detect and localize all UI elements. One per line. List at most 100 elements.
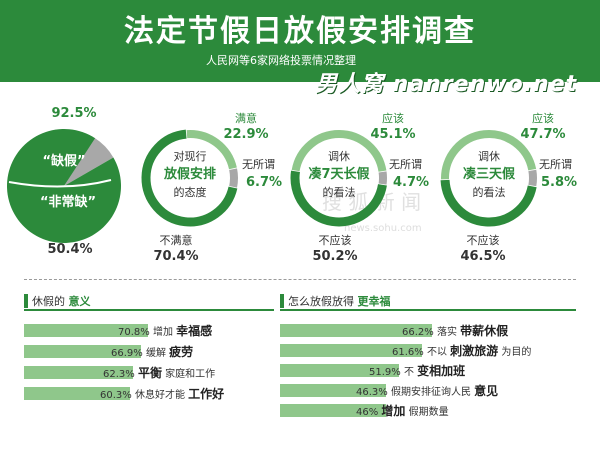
- pct-label-top: 92.5%: [51, 106, 96, 121]
- bar-value: 66.2%: [402, 327, 437, 338]
- bar: [24, 324, 148, 337]
- section-title-happier: 怎么放假放得 更幸福: [288, 293, 391, 309]
- page-title: 法定节假日放假安排调查: [124, 14, 476, 49]
- bar-row: 61.6% 不以 刺激旅游 为目的: [280, 342, 590, 360]
- label-satisfied: 满意: [235, 111, 257, 125]
- bar-label: 66.9% 缓解 疲劳: [111, 344, 193, 362]
- page-subtitle: 人民网等6家网络投票情况整理: [206, 54, 356, 67]
- label-dissatisfied: 不满意: [160, 233, 193, 247]
- bar-keyword: 幸福感: [176, 324, 213, 338]
- bar-value: 66.9%: [111, 348, 146, 359]
- label-should-not: 不应该: [467, 233, 500, 247]
- bar-label: 70.8% 增加 幸福感: [118, 323, 212, 341]
- bar-value: 51.9%: [369, 367, 404, 378]
- bar-row: 66.9% 缓解 疲劳: [24, 343, 284, 361]
- section-title-keyword: 更幸福: [357, 295, 391, 308]
- label-should: 应该: [532, 111, 554, 125]
- donut-slice-positive: [186, 130, 237, 170]
- pie-label-very-lack: “非常缺”: [40, 194, 96, 210]
- bar-text-pre: 假期安排征询人民: [390, 387, 475, 398]
- title-banner: [0, 0, 600, 82]
- bar-keyword: 意见: [474, 384, 499, 398]
- shortage-pie-chart: 92.5% “缺假” “非常缺” 50.4%: [7, 106, 122, 257]
- bar: [280, 324, 432, 337]
- donut-slice-negative: [290, 170, 387, 227]
- bar-value: 60.3%: [100, 390, 135, 401]
- pct-dissatisfied: 70.4%: [153, 249, 198, 264]
- bar-value: 61.6%: [392, 347, 427, 358]
- center-line-2: 凑三天假: [463, 166, 516, 182]
- bar-row: 60.3% 休息好才能 工作好: [24, 385, 284, 403]
- seven-day-donut-chart: 应该 45.1% 无所谓 4.7% 调休 凑7天长假 的看法 不应该 50.2%: [290, 111, 429, 264]
- center-line-2: 放假安排: [163, 166, 216, 182]
- donut-slice-positive: [441, 130, 537, 180]
- bar-text-pre: 增加: [152, 327, 177, 338]
- section-title-text: 怎么放假放得: [288, 295, 358, 308]
- label-indifferent: 无所谓: [389, 158, 422, 171]
- center-line-3: 的看法: [323, 185, 356, 199]
- happier-bar-chart: 66.2% 落实 带薪休假 61.6% 不以 刺激旅游 为目的 51.9% 不 变相…: [280, 322, 590, 422]
- bar-label: 66.2% 落实 带薪休假: [402, 323, 508, 341]
- section-title-meaning: 休假的 意义: [32, 293, 91, 309]
- bar-value: 46.3%: [356, 387, 391, 398]
- section-underline: [280, 309, 576, 311]
- bar-text-pre: 缓解: [145, 348, 170, 359]
- bar-text-post: 为目的: [498, 347, 532, 358]
- section-title-text: 休假的: [32, 295, 69, 308]
- pct-should-not: 46.5%: [460, 249, 505, 264]
- bar-text-pre: 不: [403, 367, 418, 378]
- meaning-bar-chart: 70.8% 增加 幸福感 66.9% 缓解 疲劳 62.3% 平衡 家庭和工作 60.…: [24, 322, 284, 402]
- bar-text-post: 家庭和工作: [161, 369, 216, 380]
- bar-value: 46%: [356, 407, 382, 418]
- label-indifferent: 无所谓: [539, 158, 572, 171]
- bar-keyword: 平衡: [137, 366, 162, 380]
- center-line-3: 的态度: [174, 185, 207, 199]
- center-line-2: 凑7天长假: [308, 166, 370, 182]
- label-indifferent: 无所谓: [242, 158, 275, 171]
- bar: [280, 344, 422, 357]
- attitude-donut-chart: 满意 22.9% 无所谓 6.7% 对现行 放假安排 的态度 不满意 70.4%: [141, 111, 282, 264]
- pct-should: 45.1%: [370, 127, 415, 142]
- pct-indifferent: 6.7%: [246, 175, 282, 190]
- three-day-donut-chart: 应该 47.7% 无所谓 5.8% 调休 凑三天假 的看法 不应该 46.5%: [440, 111, 577, 264]
- pct-should-not: 50.2%: [312, 249, 357, 264]
- bar-label: 62.3% 平衡 家庭和工作: [103, 365, 215, 383]
- bar-label: 51.9% 不 变相加班: [369, 363, 465, 381]
- donut-slice-negative: [440, 179, 537, 227]
- section-underline: [24, 309, 274, 311]
- bar-label: 46% 增加 假期数量: [356, 403, 449, 421]
- bar: [280, 384, 386, 397]
- bar-row: 51.9% 不 变相加班: [280, 362, 590, 380]
- label-should-not: 不应该: [319, 233, 352, 247]
- bar-keyword: 增加: [381, 404, 406, 418]
- center-line-3: 的看法: [473, 185, 506, 199]
- donut-slice-positive: [291, 130, 387, 172]
- bar-row: 70.8% 增加 幸福感: [24, 322, 284, 340]
- bar-value: 70.8%: [118, 327, 153, 338]
- donut-slice-negative: [141, 129, 238, 227]
- section-marker: [280, 294, 284, 308]
- bar-text-pre: 落实: [436, 327, 461, 338]
- bar-label: 60.3% 休息好才能 工作好: [100, 386, 224, 404]
- donut-slice-neutral: [528, 169, 537, 187]
- bar: [280, 404, 386, 417]
- bar: [24, 366, 133, 379]
- pct-indifferent: 5.8%: [541, 175, 577, 190]
- bar-row: 62.3% 平衡 家庭和工作: [24, 364, 284, 382]
- pct-indifferent: 4.7%: [393, 175, 429, 190]
- bar-keyword: 刺激旅游: [450, 344, 499, 358]
- pie-label-lack: “缺假”: [42, 153, 85, 169]
- bar-text-post: 假期数量: [405, 407, 449, 418]
- center-line-1: 调休: [328, 150, 350, 163]
- pct-should: 47.7%: [520, 127, 565, 142]
- center-line-1: 对现行: [174, 149, 207, 163]
- bar: [24, 387, 130, 400]
- bar-value: 62.3%: [103, 369, 138, 380]
- bar-keyword: 工作好: [188, 387, 225, 401]
- section-divider: [24, 279, 576, 280]
- watermark-logo: 男人窝 nanrenwo.net: [315, 72, 578, 97]
- bar-text-pre: 休息好才能: [134, 390, 189, 401]
- label-should: 应该: [382, 111, 404, 125]
- bar-row: 46.3% 假期安排征询人民 意见: [280, 382, 590, 400]
- section-marker: [24, 294, 28, 308]
